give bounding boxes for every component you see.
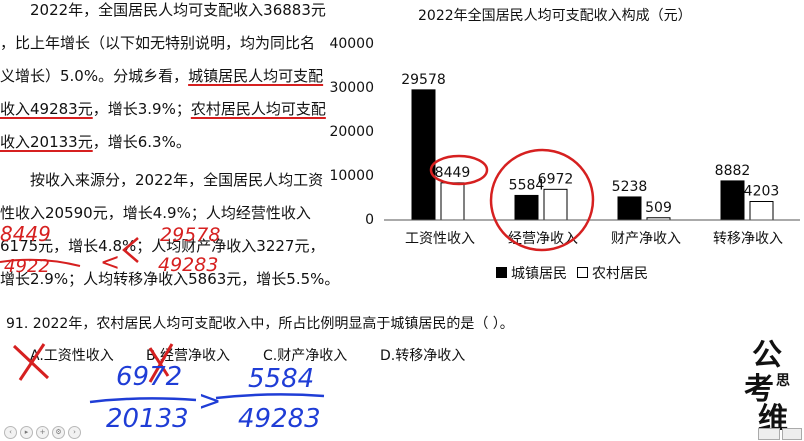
chart-title: 2022年全国居民人均可支配收入构成（元） bbox=[418, 8, 692, 24]
bar-value-label: 5238 bbox=[612, 179, 648, 195]
rural-income-value: 收入20133元 bbox=[0, 133, 93, 151]
bar-value-label: 8882 bbox=[715, 163, 751, 179]
hand-frac1-den: 20133 bbox=[106, 404, 189, 434]
bar-value-label: 29578 bbox=[401, 72, 446, 88]
para2-line1: 按收入来源分，2022年，全国居民人均工资 bbox=[30, 171, 324, 189]
logo-char-2: 考 bbox=[744, 372, 774, 407]
option-c[interactable]: C.财产净收入 bbox=[263, 348, 348, 364]
play-icon[interactable]: ▸ bbox=[20, 426, 33, 439]
hand-frac2-num: 5584 bbox=[248, 364, 315, 394]
x-category-label: 财产净收入 bbox=[611, 231, 681, 247]
next-icon[interactable]: › bbox=[68, 426, 81, 439]
bar-urban-1 bbox=[514, 194, 539, 221]
corner-control[interactable] bbox=[758, 428, 780, 440]
hand-49283-red: 49283 bbox=[158, 254, 219, 276]
legend-swatch-urban bbox=[496, 267, 507, 278]
rural-income-underlined: 农村居民人均可支配 bbox=[190, 100, 326, 118]
legend-swatch-rural bbox=[577, 267, 588, 278]
legend-rural: 农村居民 bbox=[577, 265, 648, 283]
legend-label-urban: 城镇居民 bbox=[511, 266, 567, 282]
y-tick-label: 20000 bbox=[329, 124, 374, 140]
bar-value-label: 4203 bbox=[744, 184, 780, 200]
x-category-label: 工资性收入 bbox=[405, 231, 475, 247]
para1-line2: ，比上年增长（以下如无特别说明，均为同比名 bbox=[0, 34, 316, 52]
hand-4922: 4922 bbox=[4, 256, 50, 277]
x-category-label: 经营净收入 bbox=[508, 231, 578, 247]
player-toolbar: ‹ ▸ + ⚙ › bbox=[4, 426, 81, 439]
para1-line5-end: ，增长6.3%。 bbox=[92, 133, 191, 151]
prev-icon[interactable]: ‹ bbox=[4, 426, 17, 439]
bar-rural-0 bbox=[440, 182, 465, 221]
y-tick-label: 40000 bbox=[329, 36, 374, 52]
logo-char-3: 思 bbox=[776, 373, 790, 389]
settings-icon[interactable]: ⚙ bbox=[52, 426, 65, 439]
y-tick-label: 10000 bbox=[329, 168, 374, 184]
hand-29578: 29578 bbox=[160, 224, 221, 246]
bar-urban-2 bbox=[617, 196, 642, 221]
para2-line2: 性收入20590元，增长4.9%；人均经营性收入 bbox=[0, 204, 311, 222]
bar-rural-1 bbox=[543, 188, 568, 221]
para1-line4-mid: ，增长3.9%； bbox=[92, 100, 191, 118]
hand-8449: 8449 bbox=[0, 222, 51, 246]
para1-line1: 2022年，全国居民人均可支配收入36883元 bbox=[30, 1, 326, 19]
y-tick-label: 30000 bbox=[329, 80, 374, 96]
para2-line4: 增长2.9%；人均转移净收入5863元，增长5.5%。 bbox=[0, 270, 340, 288]
para2-line3: 6175元，增长4.8%；人均财产净收入3227元， bbox=[0, 237, 325, 255]
brand-logo: 公 考 思 维 bbox=[744, 330, 800, 437]
para1-line4: 收入49283元，增长3.9%；农村居民人均可支配 bbox=[0, 99, 326, 119]
para1-line5: 收入20133元，增长6.3%。 bbox=[0, 132, 191, 152]
para1-line3: 义增长）5.0%。分城乡看，城镇居民人均可支配 bbox=[0, 66, 323, 86]
bar-value-label: 6972 bbox=[538, 171, 574, 187]
zoom-icon[interactable]: + bbox=[36, 426, 49, 439]
bar-value-label: 8449 bbox=[435, 165, 471, 181]
bar-urban-0 bbox=[411, 89, 436, 221]
legend-label-rural: 农村居民 bbox=[592, 266, 648, 282]
hand-frac2-den: 49283 bbox=[238, 404, 321, 434]
hand-lt: < bbox=[100, 248, 121, 276]
bar-urban-3 bbox=[720, 180, 745, 221]
logo-char-1: 公 bbox=[752, 338, 782, 373]
bar-value-label: 509 bbox=[645, 200, 672, 216]
x-category-label: 转移净收入 bbox=[713, 231, 783, 247]
urban-income-value: 收入49283元 bbox=[0, 100, 93, 118]
option-d[interactable]: D.转移净收入 bbox=[380, 348, 466, 364]
hand-gt: > bbox=[198, 384, 222, 417]
y-tick-label: 0 bbox=[365, 212, 374, 228]
legend-urban: 城镇居民 bbox=[496, 265, 567, 283]
question-text: 91. 2022年，农村居民人均可支配收入中，所占比例明显高于城镇居民的是（ ）… bbox=[6, 316, 514, 332]
hand-frac1-num: 6972 bbox=[116, 362, 183, 392]
urban-income-underlined: 城镇居民人均可支配 bbox=[188, 67, 324, 85]
corner-control-2[interactable] bbox=[782, 428, 802, 440]
para1-line3-text: 义增长）5.0%。分城乡看， bbox=[0, 67, 189, 85]
option-a[interactable]: A.工资性收入 bbox=[30, 348, 114, 364]
bar-rural-3 bbox=[749, 201, 774, 221]
